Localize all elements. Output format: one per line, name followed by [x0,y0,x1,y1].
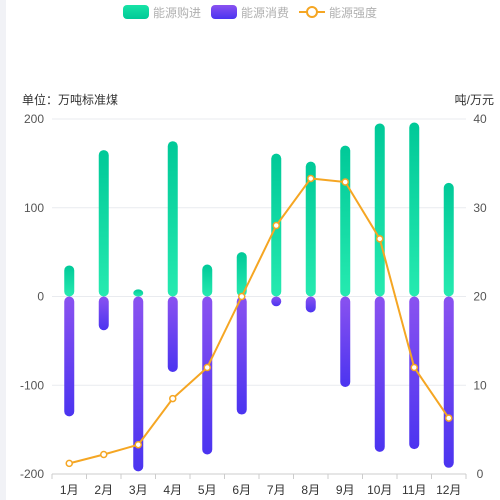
x-tick-label: 2月 [94,483,113,497]
y-left-tick-label: 200 [24,112,44,126]
bar-consume [64,296,75,417]
bar-consume [374,296,385,452]
y-left-tick-label: 0 [37,290,44,304]
point-intensity [410,363,418,372]
bar-purchase [98,150,109,297]
x-tick-label: 6月 [232,483,251,497]
legend-line-intensity-icon [299,5,325,19]
x-tick-label: 8月 [301,483,320,497]
point-intensity [238,292,246,301]
left-axis-unit: 单位：万吨标准煤 [22,93,119,107]
y-right-tick-label: 30 [473,201,487,215]
bar-purchase [340,145,351,297]
bar-purchase [409,122,420,297]
bar-purchase [305,161,316,297]
point-intensity [341,178,349,186]
y-left-tick-label: -100 [20,378,44,392]
legend-label-intensity: 能源强度 [329,5,378,20]
bar-consume [340,296,351,388]
legend-swatch-purchase [122,5,149,19]
point-intensity [100,450,108,459]
bar-purchase [133,289,144,297]
x-tick-label: 5月 [198,483,217,497]
point-intensity [272,221,280,230]
bar-consume [167,296,178,372]
legend-swatch-consume [210,5,237,19]
x-tick-label: 1月 [60,483,79,497]
x-tick-label: 10月 [367,483,392,497]
bar-consume [98,296,109,331]
bar-purchase [202,264,213,297]
bar-consume [236,296,247,415]
point-intensity [445,414,453,422]
bar-consume [305,296,316,313]
bar-consume [133,296,144,472]
right-axis-unit: 吨/万元 [454,93,494,107]
bar-purchase [64,265,75,297]
point-intensity [203,363,211,372]
legend-label-consume: 能源消费 [240,5,289,20]
line-intensity [69,177,450,465]
x-tick-label: 12月 [436,483,461,497]
legend-item-consume[interactable]: 能源消费 [210,4,289,21]
x-tick-label: 3月 [129,483,148,497]
point-intensity [169,394,177,403]
x-tick-label: 11月 [402,483,426,497]
bar-purchase [167,141,178,297]
point-intensity [307,174,315,183]
point-intensity [134,440,142,449]
y-right-tick-label: 10 [473,378,487,392]
legend-label-purchase: 能源购进 [152,5,201,20]
x-tick-label: 9月 [336,483,355,497]
y-right-tick-label: 0 [477,467,484,481]
legend-item-purchase[interactable]: 能源购进 [122,4,201,21]
bar-purchase [236,252,247,297]
bar-consume [409,296,420,450]
bar-consume [202,296,213,455]
y-left-tick-label: 100 [24,201,44,215]
bar-purchase [443,182,454,297]
point-intensity [65,459,73,468]
bar-consume [443,296,454,468]
y-left-tick-label: -200 [20,467,44,481]
y-right-tick-label: 40 [473,112,487,126]
x-tick-label: 7月 [267,483,286,497]
legend-item-intensity[interactable]: 能源强度 [299,4,377,21]
sidebar-edge [0,0,6,500]
chart-legend: 能源购进 能源消费 能源强度 [0,2,500,22]
point-intensity [376,235,384,243]
y-right-tick-label: 20 [473,290,487,304]
bar-consume [271,296,282,307]
x-tick-label: 4月 [163,483,182,497]
bar-purchase [374,123,385,297]
